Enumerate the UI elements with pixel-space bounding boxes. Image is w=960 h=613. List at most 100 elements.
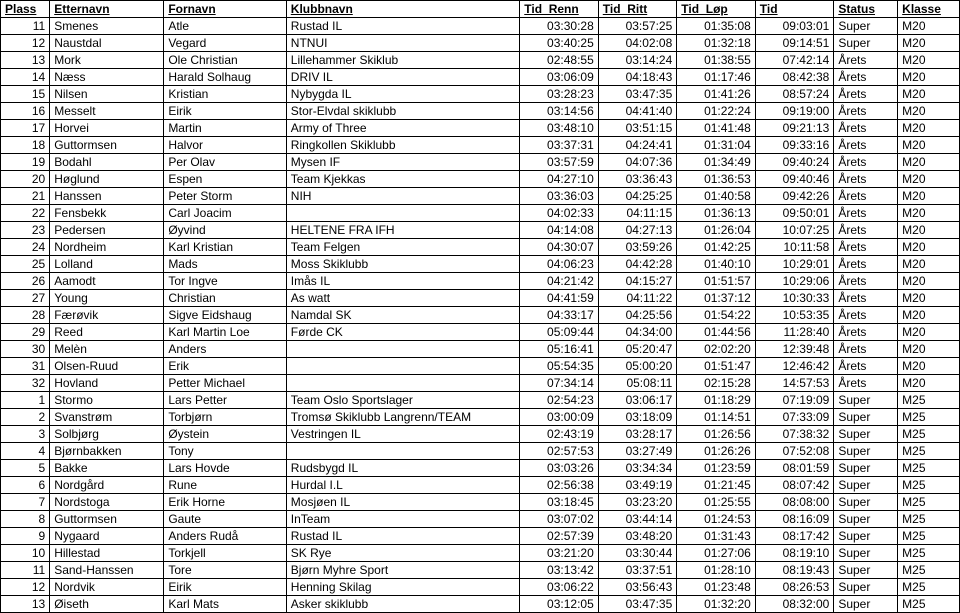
cell: Rune xyxy=(164,477,286,494)
cell: Super xyxy=(834,409,898,426)
cell: 03:48:10 xyxy=(520,120,599,137)
cell: Årets xyxy=(834,171,898,188)
cell: Henning Skilag xyxy=(286,579,519,596)
cell: 09:50:01 xyxy=(755,205,834,222)
cell: Nybygda IL xyxy=(286,86,519,103)
cell: 5 xyxy=(1,460,50,477)
cell: 12 xyxy=(1,35,50,52)
cell: 03:18:09 xyxy=(598,409,677,426)
cell: Fensbekk xyxy=(50,205,164,222)
cell: Årets xyxy=(834,154,898,171)
table-row: 15NilsenKristianNybygda IL03:28:2303:47:… xyxy=(1,86,960,103)
cell: 13 xyxy=(1,596,50,613)
cell: 08:26:53 xyxy=(755,579,834,596)
cell: Karl Martin Loe xyxy=(164,324,286,341)
cell: Super xyxy=(834,443,898,460)
cell: M20 xyxy=(898,307,960,324)
cell: Erik Horne xyxy=(164,494,286,511)
cell: Anders xyxy=(164,341,286,358)
cell: 04:25:56 xyxy=(598,307,677,324)
cell: 04:34:00 xyxy=(598,324,677,341)
cell: Asker skiklubb xyxy=(286,596,519,613)
cell: 04:02:08 xyxy=(598,35,677,52)
cell: M20 xyxy=(898,120,960,137)
cell: 03:18:45 xyxy=(520,494,599,511)
cell: Melèn xyxy=(50,341,164,358)
cell: Årets xyxy=(834,375,898,392)
cell: 02:56:38 xyxy=(520,477,599,494)
cell: Kristian xyxy=(164,86,286,103)
cell: Førde CK xyxy=(286,324,519,341)
cell: 07:34:14 xyxy=(520,375,599,392)
cell: 08:01:59 xyxy=(755,460,834,477)
cell: 04:41:40 xyxy=(598,103,677,120)
cell: InTeam xyxy=(286,511,519,528)
cell: 21 xyxy=(1,188,50,205)
cell: 6 xyxy=(1,477,50,494)
cell: 08:19:10 xyxy=(755,545,834,562)
cell: Næss xyxy=(50,69,164,86)
cell: 03:40:25 xyxy=(520,35,599,52)
cell: 01:18:29 xyxy=(677,392,756,409)
cell: 09:14:51 xyxy=(755,35,834,52)
cell: M20 xyxy=(898,52,960,69)
table-row: 29ReedKarl Martin LoeFørde CK05:09:4404:… xyxy=(1,324,960,341)
cell: 29 xyxy=(1,324,50,341)
cell: 25 xyxy=(1,256,50,273)
cell: Bakke xyxy=(50,460,164,477)
cell: 04:14:08 xyxy=(520,222,599,239)
cell: Olsen-Ruud xyxy=(50,358,164,375)
cell: 04:25:25 xyxy=(598,188,677,205)
cell: Bjørn Myhre Sport xyxy=(286,562,519,579)
cell: 13 xyxy=(1,52,50,69)
cell: Eirik xyxy=(164,103,286,120)
cell: 16 xyxy=(1,103,50,120)
cell: 01:25:55 xyxy=(677,494,756,511)
cell: 03:06:17 xyxy=(598,392,677,409)
cell: Torkjell xyxy=(164,545,286,562)
cell: 28 xyxy=(1,307,50,324)
cell: M20 xyxy=(898,341,960,358)
cell: Lars Petter xyxy=(164,392,286,409)
cell: 07:33:09 xyxy=(755,409,834,426)
table-row: 8GuttormsenGauteInTeam03:07:0203:44:1401… xyxy=(1,511,960,528)
cell: Reed xyxy=(50,324,164,341)
cell: 03:34:34 xyxy=(598,460,677,477)
cell: Naustdal xyxy=(50,35,164,52)
cell: Øiseth xyxy=(50,596,164,613)
cell: Hurdal I.L xyxy=(286,477,519,494)
col-etternavn: Etternavn xyxy=(50,1,164,18)
cell: 05:20:47 xyxy=(598,341,677,358)
cell: 4 xyxy=(1,443,50,460)
table-row: 13MorkOle ChristianLillehammer Skiklub02… xyxy=(1,52,960,69)
cell: HELTENE FRA IFH xyxy=(286,222,519,239)
cell: Petter Michael xyxy=(164,375,286,392)
cell: 07:38:32 xyxy=(755,426,834,443)
cell: DRIV IL xyxy=(286,69,519,86)
cell: 03:00:09 xyxy=(520,409,599,426)
cell: 20 xyxy=(1,171,50,188)
cell: M25 xyxy=(898,528,960,545)
cell: 01:44:56 xyxy=(677,324,756,341)
cell: 04:42:28 xyxy=(598,256,677,273)
cell: Årets xyxy=(834,273,898,290)
table-row: 9NygaardAnders RudåRustad IL02:57:3903:4… xyxy=(1,528,960,545)
cell: Young xyxy=(50,290,164,307)
cell: Imås IL xyxy=(286,273,519,290)
cell: 02:57:53 xyxy=(520,443,599,460)
cell: 03:03:26 xyxy=(520,460,599,477)
cell: 01:32:18 xyxy=(677,35,756,52)
cell: Hillestad xyxy=(50,545,164,562)
cell: 31 xyxy=(1,358,50,375)
cell: 09:40:24 xyxy=(755,154,834,171)
cell: Årets xyxy=(834,52,898,69)
cell: Horvei xyxy=(50,120,164,137)
cell: 03:13:42 xyxy=(520,562,599,579)
cell: Messelt xyxy=(50,103,164,120)
cell: NTNUI xyxy=(286,35,519,52)
cell: As watt xyxy=(286,290,519,307)
cell: 01:21:45 xyxy=(677,477,756,494)
cell: M20 xyxy=(898,103,960,120)
cell: 27 xyxy=(1,290,50,307)
table-row: 32HovlandPetter Michael07:34:1405:08:110… xyxy=(1,375,960,392)
